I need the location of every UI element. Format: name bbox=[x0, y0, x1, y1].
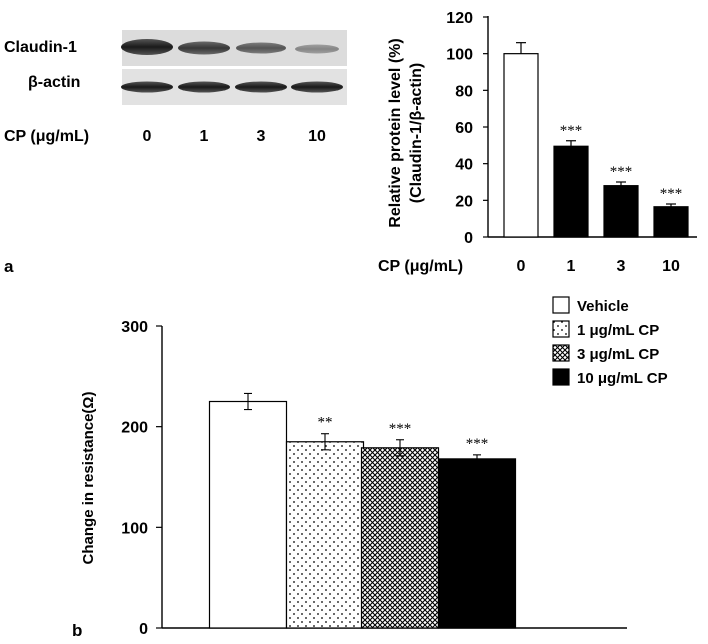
chart-b-legend-swatch bbox=[552, 344, 570, 362]
chart-a-bar bbox=[553, 145, 589, 238]
chart-a-xtick-label: 3 bbox=[617, 258, 626, 275]
chart-a-significance: *** bbox=[560, 123, 583, 139]
chart-b-legend-label: 3 μg/mL CP bbox=[577, 346, 659, 363]
chart-a-ytick-label: 40 bbox=[455, 157, 473, 174]
chart-b-ytick-label: 0 bbox=[139, 621, 148, 638]
band-actin-10 bbox=[291, 81, 343, 93]
chart-b-ytick-label: 300 bbox=[121, 319, 148, 336]
blot-lane-3: 3 bbox=[257, 128, 266, 145]
chart-a-ytick-label: 0 bbox=[464, 230, 473, 247]
chart-a-ylabel-line1: Relative protein level (%) bbox=[387, 38, 404, 227]
chart-a-ytick-label: 120 bbox=[446, 10, 473, 27]
band-actin-1 bbox=[178, 81, 230, 93]
chart-b-legend-swatch bbox=[552, 320, 570, 338]
chart-b-ytick-label: 100 bbox=[121, 520, 148, 537]
chart-a-significance: *** bbox=[610, 164, 633, 180]
chart-a-xtick-label: 10 bbox=[662, 258, 680, 275]
chart-b-legend-swatch bbox=[552, 296, 570, 314]
chart-b-legend-label: 10 μg/mL CP bbox=[577, 370, 668, 387]
chart-a-bar bbox=[653, 206, 689, 238]
chart-b-significance: ** bbox=[318, 415, 333, 431]
chart-b-bar bbox=[437, 458, 517, 629]
chart-b-significance: *** bbox=[466, 436, 489, 452]
chart-a: 0 20 40 60 80 100 120 0 *** 1 *** 3 *** 10 CP (μg/mL) R… bbox=[378, 10, 697, 275]
chart-b-legend-swatch bbox=[552, 368, 570, 386]
chart-a-ytick-label: 100 bbox=[446, 47, 473, 64]
chart-b-bar bbox=[285, 441, 365, 629]
chart-b-legend-label: Vehicle bbox=[577, 298, 629, 315]
panel-label-b: b bbox=[72, 621, 82, 640]
chart-a-bar bbox=[503, 53, 539, 238]
band-actin-0 bbox=[121, 81, 173, 93]
chart-a-significance: *** bbox=[660, 186, 683, 202]
chart-a-bar bbox=[603, 185, 639, 238]
chart-b-legend-label: 1 μg/mL CP bbox=[577, 322, 659, 339]
band-claudin-0 bbox=[121, 39, 173, 55]
band-claudin-1 bbox=[178, 41, 230, 55]
chart-a-xtick-label: 0 bbox=[517, 258, 526, 275]
blot-row-label-actin: β-actin bbox=[28, 74, 80, 91]
chart-b-legend: Vehicle 1 μg/mL CP 3 μg/mL CP 10 μg/mL CP bbox=[552, 296, 668, 387]
panel-label-a: a bbox=[4, 257, 14, 276]
band-claudin-3 bbox=[236, 42, 286, 54]
blot-condition-label: CP (μg/mL) bbox=[4, 128, 89, 145]
chart-a-ytick-label: 80 bbox=[455, 83, 473, 100]
blot-row-label-claudin: Claudin-1 bbox=[4, 39, 77, 56]
chart-a-xtick-label: 1 bbox=[567, 258, 576, 275]
blot-lane-0: 0 bbox=[143, 128, 152, 145]
chart-a-ytick-label: 20 bbox=[455, 193, 473, 210]
band-actin-3 bbox=[235, 81, 287, 93]
chart-a-ytick-label: 60 bbox=[455, 120, 473, 137]
blot-lane-10: 10 bbox=[308, 128, 326, 145]
chart-b-significance: *** bbox=[389, 421, 412, 437]
blot-lane-1: 1 bbox=[200, 128, 209, 145]
chart-b-bar bbox=[360, 447, 440, 629]
chart-b-ytick-label: 200 bbox=[121, 420, 148, 437]
western-blot: Claudin-1 β-actin CP (μg/mL) 0 1 3 10 bbox=[4, 30, 347, 145]
chart-b-ylabel: Change in resistance(Ω) bbox=[80, 392, 97, 565]
band-claudin-10 bbox=[295, 44, 339, 54]
chart-b-bar bbox=[208, 400, 288, 629]
chart-a-xlabel: CP (μg/mL) bbox=[378, 258, 463, 275]
chart-a-ylabel-line2: (Claudin-1/β-actin) bbox=[408, 63, 425, 203]
